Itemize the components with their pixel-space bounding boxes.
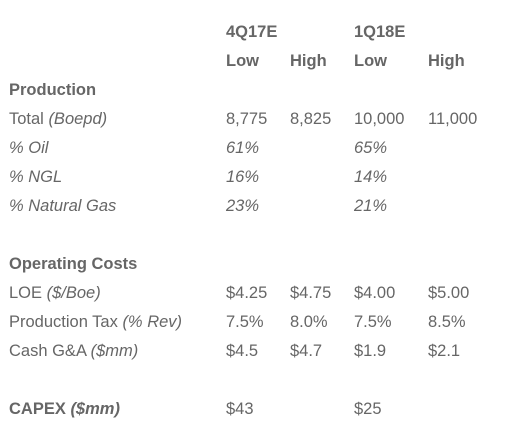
loe-unit: ($/Boe) [46,284,101,302]
production-tax-4q17e-low: 7.5% [226,313,264,331]
total-unit: (Boepd) [48,110,108,128]
oil-1q18e: 65% [354,139,388,157]
cash-ga-1q18e-low: $1.9 [354,342,387,360]
operating-costs-heading: Operating Costs [9,255,138,273]
capex-unit: ($mm) [70,400,120,418]
natural-gas-1q18e: 21% [354,197,388,215]
ngl-4q17e: 16% [226,168,260,186]
cash-ga-4q17e-high: $4.7 [290,342,323,360]
loe-4q17e-low: $4.25 [226,284,268,302]
col-header-low-4q17e: Low [226,52,259,70]
loe-1q18e-high: $5.00 [428,284,470,302]
total-4q17e-high: 8,825 [290,110,332,128]
loe-label: LOE [9,284,47,302]
ngl-1q18e: 14% [354,168,388,186]
production-tax-1q18e-high: 8.5% [428,313,466,331]
col-header-high-4q17e: High [290,52,327,70]
capex-label: CAPEX [9,400,71,418]
col-header-low-1q18e: Low [354,52,387,70]
cash-ga-label: Cash G&A [9,342,91,360]
production-heading: Production [9,81,97,99]
production-tax-4q17e-high: 8.0% [290,313,328,331]
capex-1q18e: $25 [354,400,382,418]
total-4q17e-low: 8,775 [226,110,268,128]
total-1q18e-low: 10,000 [354,110,405,128]
total-label: Total [9,110,49,128]
row-label-oil: % Oil [9,139,49,157]
col-header-high-1q18e: High [428,52,465,70]
production-tax-unit: (% Rev) [122,313,183,331]
cash-ga-unit: ($mm) [90,342,139,360]
production-tax-label: Production Tax [9,313,123,331]
loe-1q18e-low: $4.00 [354,284,396,302]
period-header-1q18e: 1Q18E [354,23,406,41]
production-tax-1q18e-low: 7.5% [354,313,392,331]
row-label-capex: CAPEX ($mm) [9,399,120,419]
cash-ga-1q18e-high: $2.1 [428,342,461,360]
row-label-cash-ga: Cash G&A ($mm) [9,341,138,361]
row-label-production-tax: Production Tax (% Rev) [9,312,182,332]
row-label-ngl: % NGL [9,168,63,186]
natural-gas-4q17e: 23% [226,197,260,215]
total-1q18e-high: 11,000 [428,110,478,128]
period-header-4q17e: 4Q17E [226,23,278,41]
cash-ga-4q17e-low: $4.5 [226,342,259,360]
loe-4q17e-high: $4.75 [290,284,332,302]
oil-4q17e: 61% [226,139,260,157]
capex-4q17e: $43 [226,400,254,418]
row-label-loe: LOE ($/Boe) [9,283,101,303]
row-label-total: Total (Boepd) [9,109,107,129]
row-label-natural-gas: % Natural Gas [9,197,117,215]
